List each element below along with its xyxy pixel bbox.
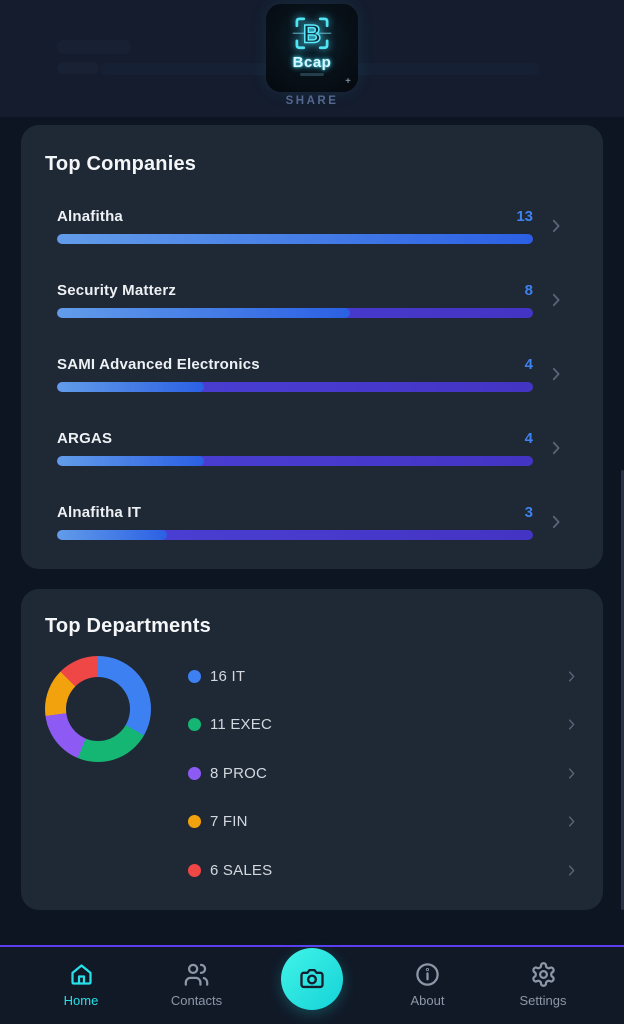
company-row-main: Alnafitha 13 xyxy=(57,208,533,244)
company-row[interactable]: Security Matterz 8 xyxy=(57,282,565,318)
nav-item-home[interactable]: Home xyxy=(42,947,120,1024)
company-row-main: SAMI Advanced Electronics 4 xyxy=(57,356,533,392)
chevron-right-icon[interactable] xyxy=(547,291,565,309)
company-row-main: ARGAS 4 xyxy=(57,430,533,466)
nav-item-settings[interactable]: Settings xyxy=(504,947,582,1024)
nav-item-about[interactable]: About xyxy=(389,947,467,1024)
header-placeholder-bar xyxy=(57,62,99,74)
legend-row[interactable]: 6 SALES xyxy=(188,848,579,892)
company-bar-track xyxy=(57,308,533,318)
nav-item-contacts[interactable]: Contacts xyxy=(158,947,236,1024)
company-count: 4 xyxy=(524,430,533,447)
company-bar-track xyxy=(57,530,533,540)
logo-byline xyxy=(300,73,324,76)
bcap-logo-tile[interactable]: B Bcap + xyxy=(266,4,358,92)
company-bar-fill xyxy=(57,234,533,244)
nav-label-contacts: Contacts xyxy=(170,993,223,1008)
chevron-right-icon[interactable] xyxy=(547,513,565,531)
company-bar-track xyxy=(57,456,533,466)
header-placeholder-bar xyxy=(57,40,131,54)
camera-button-circle xyxy=(281,948,343,1010)
top-companies-title: Top Companies xyxy=(45,153,197,175)
legend-dot xyxy=(188,669,201,683)
contacts-icon xyxy=(184,963,209,986)
logo-plus-icon: + xyxy=(345,76,351,87)
legend-label: 8 PROC xyxy=(210,764,268,782)
info-icon xyxy=(416,963,439,986)
departments-legend: 16 IT 11 EXEC 8 PROC xyxy=(188,654,579,892)
company-count: 8 xyxy=(524,282,533,299)
legend-dot xyxy=(188,718,201,731)
nav-label-about: About xyxy=(410,993,445,1008)
company-count: 4 xyxy=(524,356,533,373)
chevron-right-icon[interactable] xyxy=(547,439,565,457)
nav-camera-button[interactable] xyxy=(273,947,351,1024)
logo-wordmark: Bcap xyxy=(292,54,332,71)
company-count: 3 xyxy=(524,504,533,521)
legend-row[interactable]: 8 PROC xyxy=(188,751,579,795)
camera-icon xyxy=(300,968,324,989)
company-bar-fill xyxy=(57,456,204,466)
legend-label: 16 IT xyxy=(210,667,246,685)
legend-label: 7 FIN xyxy=(210,813,248,830)
bcap-scan-logo-icon: B xyxy=(292,17,332,50)
home-icon xyxy=(70,964,92,985)
company-row-main: Security Matterz 8 xyxy=(57,282,533,318)
legend-label: 6 SALES xyxy=(210,861,273,879)
top-departments-card: Top Departments 16 IT 11 EXEC xyxy=(21,589,603,910)
chevron-right-icon[interactable] xyxy=(564,814,579,829)
legend-row[interactable]: 11 EXEC xyxy=(188,703,579,747)
company-row-main: Alnafitha IT 3 xyxy=(57,504,533,540)
company-name: SAMI Advanced Electronics xyxy=(57,356,260,373)
chevron-right-icon[interactable] xyxy=(547,365,565,383)
top-companies-card: Top Companies Alnafitha 13 xyxy=(21,125,603,569)
legend-row[interactable]: 7 FIN xyxy=(188,800,579,844)
company-name: Security Matterz xyxy=(57,282,177,299)
share-button[interactable]: SHARE xyxy=(285,95,339,107)
company-name: Alnafitha xyxy=(57,208,123,225)
legend-row[interactable]: 16 IT xyxy=(188,654,579,698)
bottom-nav: Home Contacts xyxy=(0,945,624,1024)
scrollbar-thumb[interactable] xyxy=(621,470,624,910)
company-bar-fill xyxy=(57,382,204,392)
legend-dot xyxy=(188,863,201,877)
departments-donut-chart xyxy=(45,656,151,762)
company-bar-track xyxy=(57,382,533,392)
company-row[interactable]: ARGAS 4 xyxy=(57,430,565,466)
legend-dot xyxy=(188,815,201,828)
company-name: Alnafitha IT xyxy=(57,504,142,521)
top-departments-title: Top Departments xyxy=(45,615,211,637)
company-name: ARGAS xyxy=(57,430,113,447)
company-bar-track xyxy=(57,234,533,244)
company-row[interactable]: Alnafitha 13 xyxy=(57,208,565,244)
company-bar-fill xyxy=(57,530,168,540)
legend-label: 11 EXEC xyxy=(210,716,272,733)
company-rows: Alnafitha 13 Security Matterz 8 xyxy=(57,208,565,540)
chevron-right-icon[interactable] xyxy=(564,766,579,781)
company-row[interactable]: SAMI Advanced Electronics 4 xyxy=(57,356,565,392)
company-count: 13 xyxy=(516,208,533,225)
gear-icon xyxy=(531,962,555,987)
nav-label-settings: Settings xyxy=(519,993,567,1008)
header: B Bcap + SHARE xyxy=(0,0,624,117)
chevron-right-icon[interactable] xyxy=(564,717,579,732)
chevron-right-icon[interactable] xyxy=(564,669,579,684)
nav-label-home: Home xyxy=(63,993,99,1008)
chevron-right-icon[interactable] xyxy=(564,863,579,878)
logo-letter: B xyxy=(303,21,321,48)
company-bar-fill xyxy=(57,308,350,318)
chevron-right-icon[interactable] xyxy=(547,217,565,235)
company-row[interactable]: Alnafitha IT 3 xyxy=(57,504,565,540)
legend-dot xyxy=(188,766,201,780)
